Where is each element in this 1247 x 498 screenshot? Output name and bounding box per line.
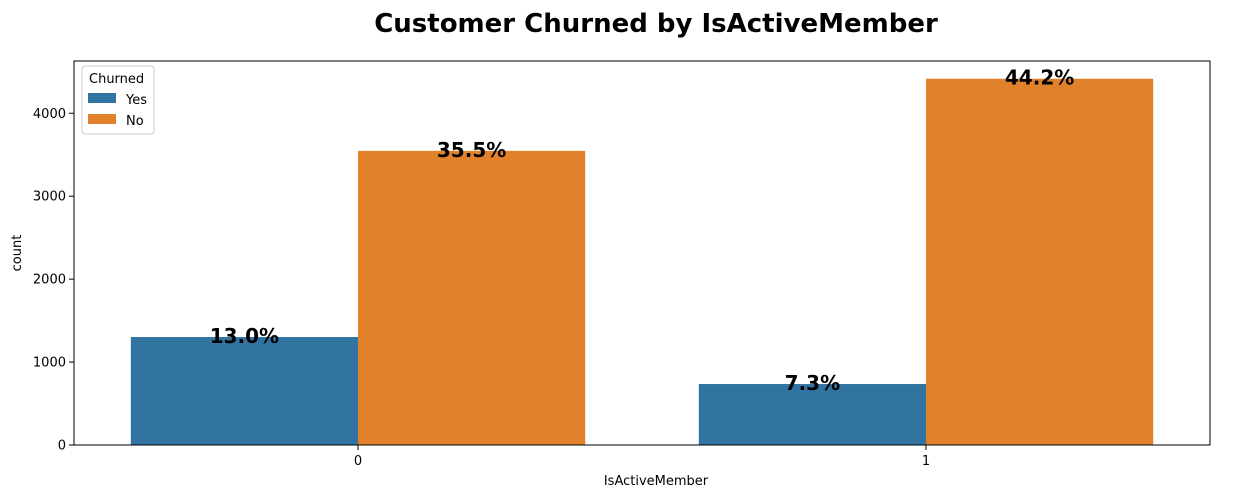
legend-swatch-no [88, 114, 116, 124]
y-tick-label-2000: 2000 [33, 273, 66, 288]
x-tick-label-0: 0 [354, 454, 362, 469]
plot-area: 13.0% 35.5% 0 7.3% 44.2% 1 0 1000 2000 3000 4000 [33, 66, 1154, 469]
data-label-no-1: 44.2% [1005, 66, 1074, 90]
data-label-yes-1: 7.3% [785, 371, 840, 395]
chart-title: Customer Churned by IsActiveMember [374, 9, 938, 39]
x-axis-label: IsActiveMember [604, 474, 709, 489]
legend: Churned Yes No [81, 65, 155, 135]
bar-no-0 [358, 150, 586, 445]
y-tick-label-0: 0 [58, 439, 66, 454]
y-tick-label-3000: 3000 [33, 190, 66, 205]
bar-no-1 [926, 78, 1154, 445]
axes-frame [73, 60, 1211, 446]
legend-label-yes: Yes [125, 93, 147, 108]
legend-title: Churned [89, 72, 144, 87]
y-tick-label-1000: 1000 [33, 356, 66, 371]
data-label-no-0: 35.5% [437, 138, 506, 162]
y-tick-label-4000: 4000 [33, 107, 66, 122]
bar-yes-1 [698, 384, 926, 445]
y-axis-label: count [10, 235, 25, 272]
legend-label-no: No [126, 114, 144, 129]
x-tick-label-1: 1 [922, 454, 930, 469]
data-label-yes-0: 13.0% [210, 324, 279, 348]
legend-swatch-yes [88, 93, 116, 103]
bar-yes-0 [130, 337, 358, 445]
